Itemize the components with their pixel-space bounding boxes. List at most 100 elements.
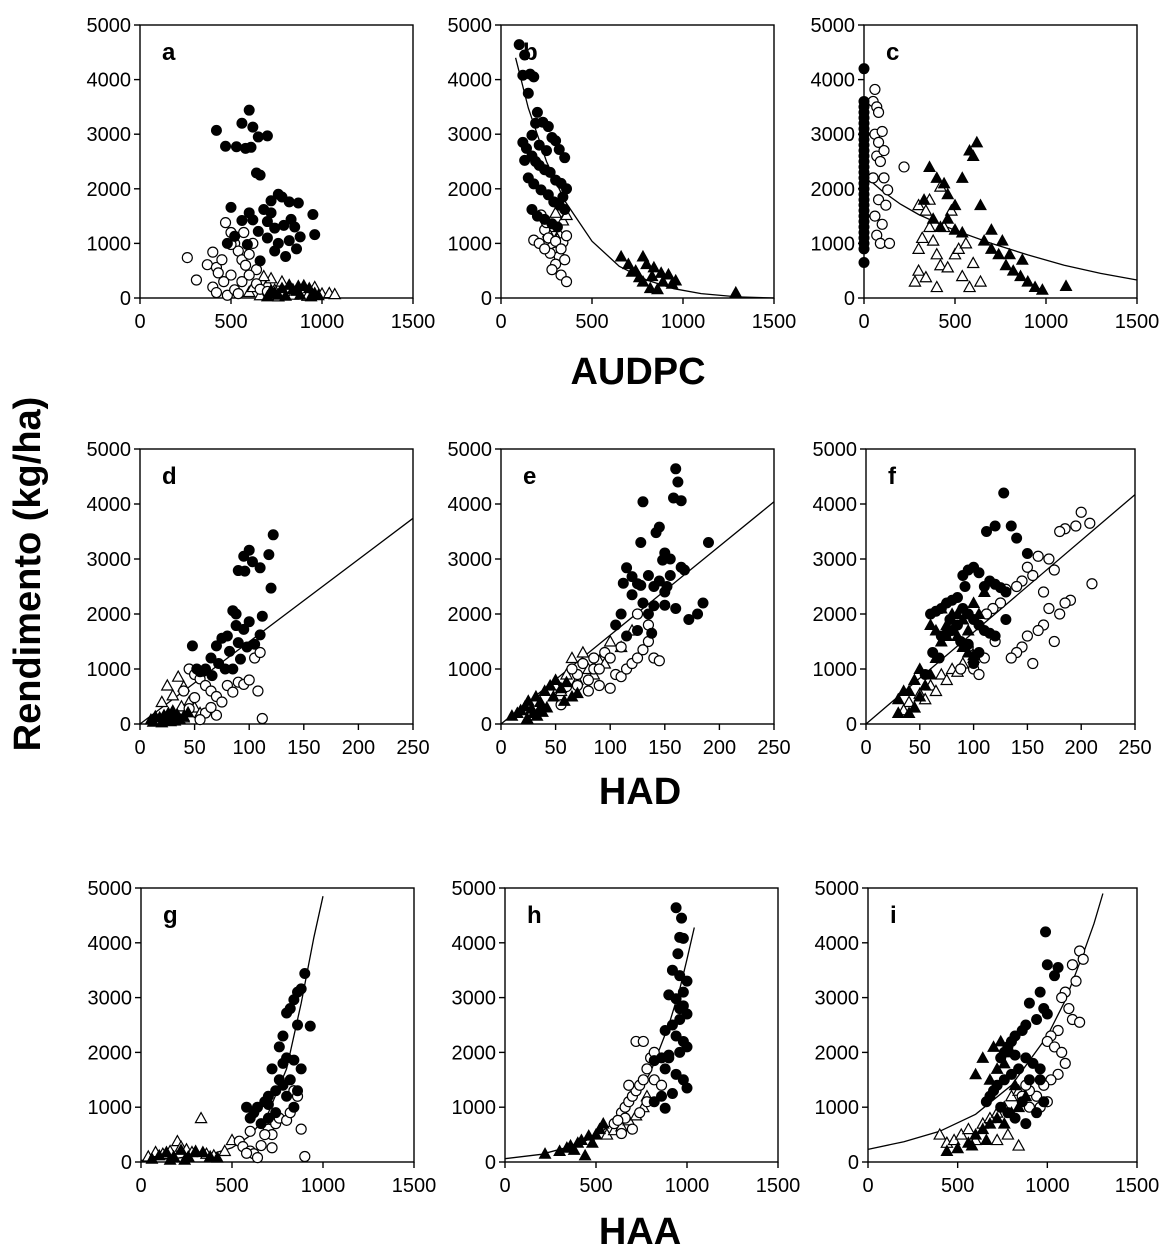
x-tick-label: 250 bbox=[1118, 737, 1151, 759]
data-point bbox=[647, 260, 661, 273]
y-tick-label: 3000 bbox=[448, 549, 493, 571]
data-point bbox=[1059, 279, 1073, 291]
data-point bbox=[902, 684, 916, 696]
data-point bbox=[678, 564, 690, 576]
data-point bbox=[919, 669, 931, 680]
data-point bbox=[560, 276, 573, 288]
data-point bbox=[1023, 1101, 1036, 1113]
data-point bbox=[1040, 926, 1052, 938]
data-point bbox=[262, 1098, 274, 1110]
data-point bbox=[858, 243, 870, 255]
series-open-circle bbox=[1016, 945, 1089, 1113]
data-point bbox=[955, 171, 969, 183]
y-tick-label: 3000 bbox=[87, 124, 132, 146]
data-point bbox=[1000, 586, 1012, 598]
data-point bbox=[672, 948, 684, 960]
data-point bbox=[244, 1112, 256, 1124]
x-tick-label: 0 bbox=[862, 1175, 873, 1197]
data-point bbox=[998, 1074, 1010, 1086]
data-point bbox=[1020, 1052, 1032, 1064]
series-filled-triangle bbox=[260, 278, 325, 302]
fitted-curve bbox=[865, 494, 1136, 725]
data-point bbox=[247, 121, 259, 133]
data-point bbox=[566, 663, 578, 675]
data-point bbox=[254, 629, 266, 641]
data-point bbox=[168, 714, 182, 726]
data-point bbox=[642, 570, 654, 581]
data-point bbox=[661, 581, 673, 592]
data-point bbox=[1043, 553, 1055, 565]
data-point bbox=[974, 198, 987, 211]
data-point bbox=[930, 280, 944, 293]
data-point bbox=[1021, 274, 1035, 287]
data-point bbox=[267, 529, 279, 541]
x-tick-label: 0 bbox=[135, 1175, 146, 1197]
data-point bbox=[1049, 970, 1061, 982]
data-point bbox=[1014, 269, 1027, 282]
data-point bbox=[1054, 608, 1066, 620]
y-tick-label: 2000 bbox=[813, 604, 858, 626]
y-tick-label: 5000 bbox=[88, 878, 133, 900]
series-filled-triangle bbox=[940, 1034, 1033, 1157]
data-point bbox=[1005, 520, 1017, 532]
x-tick-label: 500 bbox=[579, 1175, 612, 1197]
data-point bbox=[194, 713, 206, 726]
data-point bbox=[615, 1127, 628, 1140]
series-filled-triangle bbox=[505, 673, 584, 724]
data-point bbox=[634, 1107, 646, 1119]
x-tick-label: 50 bbox=[544, 737, 566, 759]
data-point bbox=[1077, 953, 1089, 965]
data-point bbox=[1027, 1057, 1039, 1069]
data-point bbox=[263, 549, 275, 561]
data-point bbox=[533, 139, 545, 151]
x-tick-label: 0 bbox=[858, 311, 869, 333]
data-point bbox=[614, 249, 628, 262]
data-point bbox=[1023, 997, 1035, 1009]
series-filled-circle bbox=[241, 967, 316, 1130]
data-point bbox=[650, 527, 662, 539]
y-tick-label: 2000 bbox=[88, 1042, 133, 1064]
data-point bbox=[672, 476, 684, 488]
data-point bbox=[941, 212, 955, 224]
x-tick-label: 100 bbox=[233, 737, 266, 759]
data-point bbox=[670, 902, 682, 914]
data-point bbox=[621, 257, 635, 270]
x-tick-label: 500 bbox=[215, 1175, 248, 1197]
data-point bbox=[160, 678, 174, 691]
panel-letter: h bbox=[527, 902, 542, 929]
data-point bbox=[259, 1128, 271, 1141]
data-point bbox=[940, 1144, 954, 1157]
data-point bbox=[294, 231, 306, 243]
x-tick-label: 1000 bbox=[661, 311, 706, 333]
data-point bbox=[615, 641, 627, 653]
data-point bbox=[666, 1019, 678, 1031]
data-point bbox=[648, 600, 660, 612]
data-point bbox=[1048, 635, 1060, 648]
y-tick-label: 1000 bbox=[448, 659, 493, 681]
data-point bbox=[648, 1055, 660, 1067]
data-point bbox=[663, 1052, 675, 1064]
data-point bbox=[951, 607, 964, 619]
data-point bbox=[670, 993, 682, 1005]
data-point bbox=[930, 247, 944, 260]
series-open-circle bbox=[608, 1035, 668, 1140]
data-point bbox=[292, 1085, 304, 1097]
data-point bbox=[933, 652, 945, 664]
x-tick-label: 200 bbox=[342, 737, 375, 759]
data-point bbox=[1037, 586, 1050, 598]
data-point bbox=[530, 117, 542, 129]
data-point bbox=[998, 487, 1010, 499]
data-point bbox=[915, 231, 929, 244]
y-axis-title: Rendimento (kg/ha) bbox=[7, 397, 49, 752]
data-point bbox=[1066, 959, 1079, 971]
data-point bbox=[243, 207, 255, 219]
data-point bbox=[1027, 569, 1039, 582]
panel-f: 0 1000 2000 3000 4000 5000 0 50 100 150 200 250 f bbox=[813, 439, 1152, 759]
plot-frame bbox=[867, 887, 1138, 1163]
data-point bbox=[255, 1118, 267, 1130]
data-point bbox=[201, 259, 213, 271]
data-point bbox=[648, 1096, 660, 1108]
data-point bbox=[670, 463, 682, 475]
data-point bbox=[238, 226, 250, 239]
